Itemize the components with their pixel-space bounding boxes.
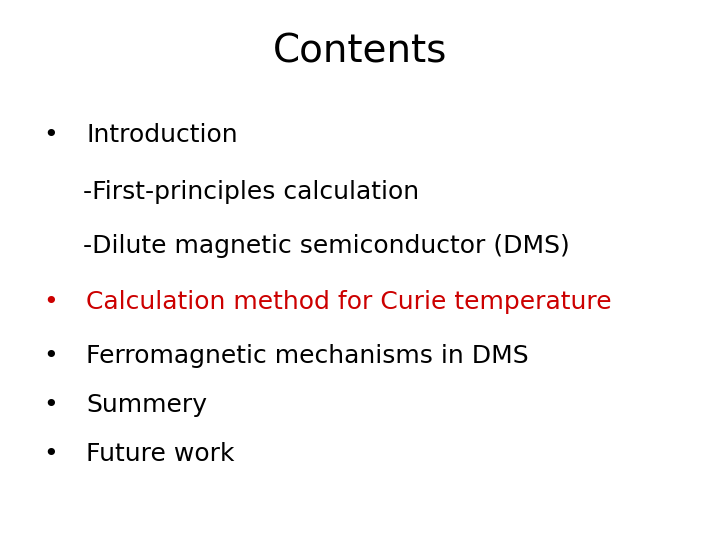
- Text: •: •: [43, 442, 58, 465]
- Text: Calculation method for Curie temperature: Calculation method for Curie temperature: [86, 291, 612, 314]
- Text: -First-principles calculation: -First-principles calculation: [83, 180, 419, 204]
- Text: Summery: Summery: [86, 393, 207, 417]
- Text: Ferromagnetic mechanisms in DMS: Ferromagnetic mechanisms in DMS: [86, 345, 529, 368]
- Text: •: •: [43, 291, 58, 314]
- Text: •: •: [43, 345, 58, 368]
- Text: Contents: Contents: [273, 32, 447, 70]
- Text: Future work: Future work: [86, 442, 235, 465]
- Text: Introduction: Introduction: [86, 123, 238, 147]
- Text: -Dilute magnetic semiconductor (DMS): -Dilute magnetic semiconductor (DMS): [83, 234, 570, 258]
- Text: •: •: [43, 393, 58, 417]
- Text: •: •: [43, 123, 58, 147]
